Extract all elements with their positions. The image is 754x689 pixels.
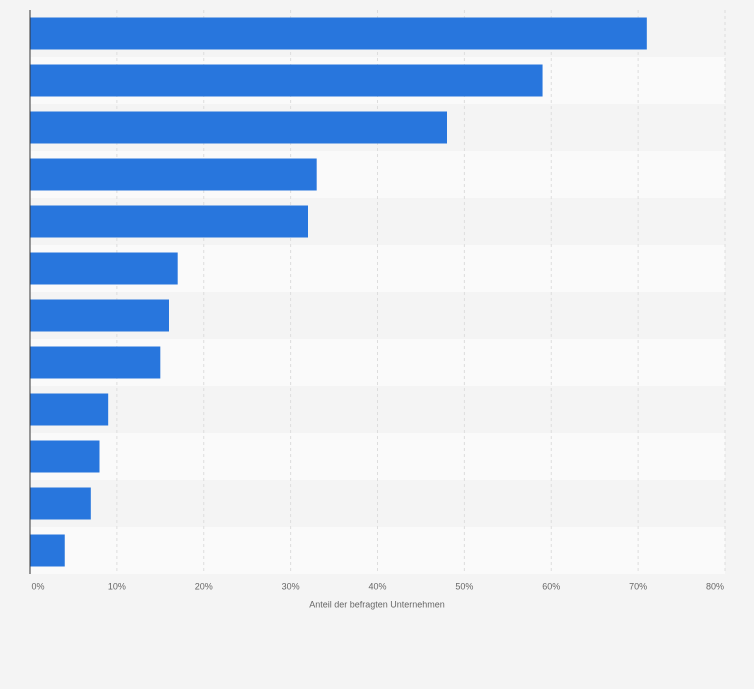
x-tick-label: 40% [368,581,386,591]
x-tick-label: 70% [629,581,647,591]
bar [30,64,543,97]
bar [30,299,169,332]
bar [30,252,178,285]
x-tick-label: 20% [195,581,213,591]
bar [30,393,109,426]
x-tick-label: 50% [455,581,473,591]
x-tick-label: 10% [108,581,126,591]
x-axis-label: Anteil der befragten Unternehmen [309,599,445,609]
x-tick-label: 0% [31,581,44,591]
bar [30,158,317,191]
bar [30,205,308,238]
x-tick-label: 60% [542,581,560,591]
bar [30,111,447,144]
bar [30,487,91,520]
bar [30,346,161,379]
x-tick-label: 80% [706,581,724,591]
bar [30,17,647,50]
x-tick-label: 30% [282,581,300,591]
bar [30,440,100,473]
bar [30,534,65,567]
